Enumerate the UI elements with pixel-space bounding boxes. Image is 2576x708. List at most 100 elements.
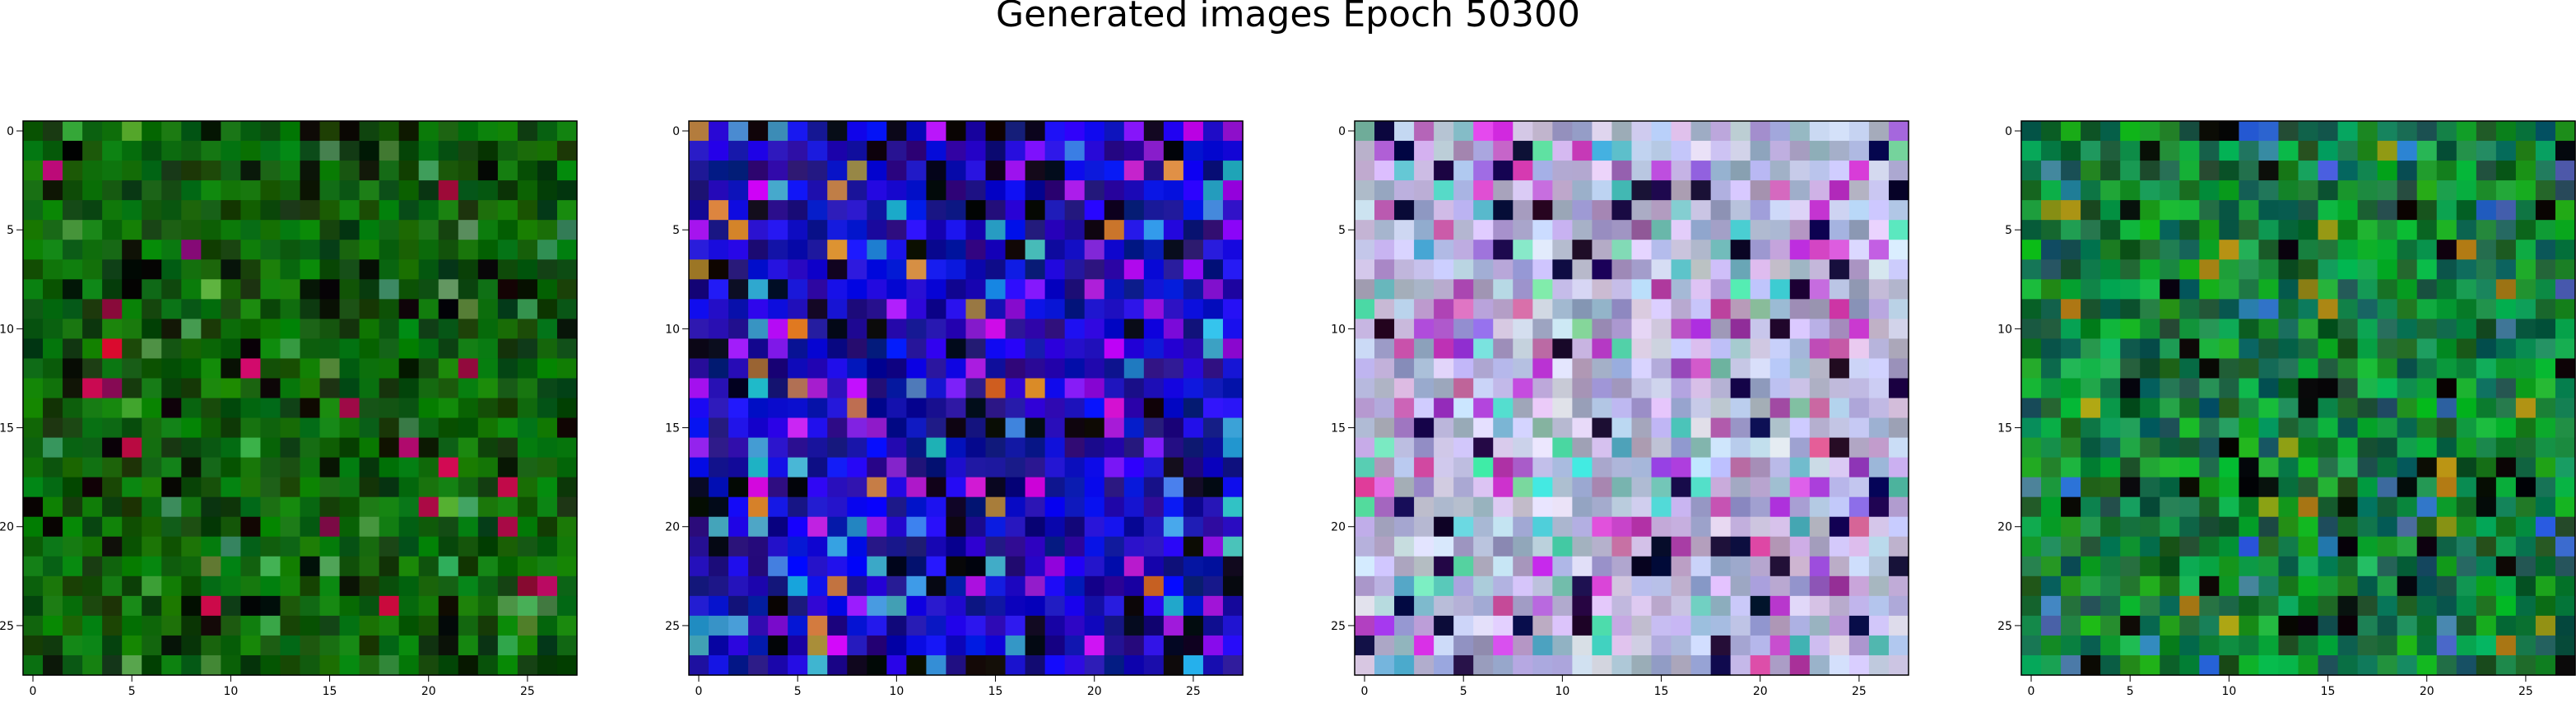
pixel (2021, 417, 2042, 439)
pixel (1025, 398, 1046, 419)
pixel (2160, 338, 2180, 360)
pixel (2456, 615, 2477, 636)
pixel (748, 141, 769, 161)
pixel (63, 398, 83, 419)
pixel (359, 180, 380, 201)
pixel (418, 161, 439, 181)
pixel (728, 279, 749, 300)
pixel (2337, 417, 2359, 439)
pixel (1611, 496, 1633, 518)
pixel (497, 437, 518, 459)
pixel (1123, 220, 1145, 240)
pixel (339, 398, 360, 419)
pixel (689, 141, 709, 161)
pixel (1769, 437, 1791, 459)
pixel (1414, 240, 1434, 260)
pixel (1888, 240, 1909, 260)
pixel (359, 516, 380, 538)
pixel (1084, 516, 1105, 538)
pixel (1829, 615, 1850, 636)
pixel (1064, 595, 1086, 617)
pixel (906, 259, 928, 280)
pixel (1064, 496, 1086, 518)
pixel (1025, 496, 1046, 518)
pixel (946, 299, 967, 319)
pixel (379, 536, 400, 557)
pixel (768, 477, 788, 498)
pixel (728, 220, 749, 240)
pixel (1143, 575, 1165, 597)
pixel (1631, 556, 1653, 577)
pixel (438, 121, 459, 142)
pixel (1730, 615, 1751, 636)
pixel (1104, 516, 1125, 538)
pixel (2318, 437, 2339, 459)
pixel (2476, 180, 2497, 201)
pixel (1434, 200, 1454, 221)
pixel (1202, 556, 1224, 577)
pixel (1453, 457, 1474, 478)
pixel (1809, 259, 1830, 280)
pixel (2555, 180, 2576, 201)
pixel (102, 536, 123, 557)
pixel (1434, 220, 1454, 240)
pixel (122, 240, 142, 260)
pixel (398, 220, 420, 240)
pixel (2456, 259, 2477, 280)
pixel (1750, 457, 1771, 478)
pixel (1552, 240, 1573, 260)
pixel (1453, 536, 1474, 557)
pixel (2179, 417, 2200, 439)
pixel (280, 398, 301, 419)
pixel (260, 635, 281, 656)
pixel (2357, 299, 2378, 319)
pixel (63, 477, 83, 498)
pixel (1848, 141, 1870, 161)
pixel (709, 121, 729, 142)
pixel (1868, 319, 1890, 339)
pixel (867, 338, 887, 360)
pixel (1631, 200, 1653, 221)
pixel (161, 654, 182, 676)
pixel (2061, 299, 2081, 319)
pixel (1690, 477, 1712, 498)
pixel (728, 615, 749, 636)
pixel (1123, 635, 1145, 656)
pixel (1868, 378, 1890, 399)
pixel (2041, 654, 2062, 676)
pixel (1434, 496, 1454, 518)
pixel (768, 180, 788, 201)
pixel (1394, 654, 1415, 676)
pixel (1710, 654, 1732, 676)
pixel (1789, 654, 1811, 676)
pixel (1750, 358, 1771, 380)
pixel (1888, 358, 1909, 380)
pixel (398, 457, 420, 478)
pixel (1222, 338, 1244, 360)
pixel (1202, 200, 1224, 221)
pixel (1829, 180, 1850, 201)
pixel (63, 457, 83, 478)
pixel (1453, 141, 1474, 161)
pixel (2041, 437, 2062, 459)
pixel (2436, 595, 2457, 617)
pixel (161, 319, 182, 339)
pixel (1868, 477, 1890, 498)
pixel (1005, 556, 1026, 577)
pixel (1084, 338, 1105, 360)
y-tick-label: 15 (1331, 422, 1346, 436)
pixel (438, 536, 459, 557)
pixel (2495, 358, 2517, 380)
pixel (418, 635, 439, 656)
pixel (458, 200, 479, 221)
pixel (886, 516, 907, 538)
pixel (2298, 437, 2319, 459)
pixel (807, 358, 828, 380)
pixel (867, 398, 887, 419)
pixel (2456, 635, 2477, 656)
pixel (2219, 496, 2239, 518)
pixel (1222, 279, 1244, 300)
pixel (2298, 338, 2319, 360)
pixel (1374, 299, 1395, 319)
pixel (319, 556, 341, 577)
